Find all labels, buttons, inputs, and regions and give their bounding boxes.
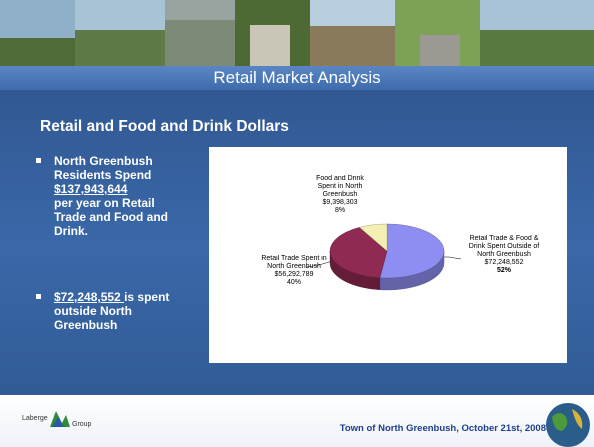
slice-label-text: Retail Trade & Food & Drink Spent Outsid… [464,235,544,275]
footer: Laberge Group Town of North Greenbush, O… [0,395,594,447]
amount: $56,292,789 [254,271,334,279]
bullet: North Greenbush Residents Spend$137,943,… [36,154,186,238]
slide: Retail Market Analysis Retail and Food a… [0,0,594,447]
category: Retail Trade Spent in North Greenbush [254,255,334,271]
footer-art: Laberge Group Town of North Greenbush, O… [0,395,594,447]
photo-strip [0,0,594,66]
bullet: $72,248,552 is spent outside North Green… [36,290,186,332]
slice-label-text: Food and Drink Spent in North Greenbush$… [311,175,369,215]
amount: $9,398,303 [311,199,369,207]
slice-label-text: Retail Trade Spent in North Greenbush$56… [254,255,334,287]
pie-chart: Retail Trade & Food & Drink Spent Outsid… [209,147,567,363]
value-label: 52% [464,267,544,275]
category: Retail Trade & Food & Drink Spent Outsid… [464,235,544,259]
slice-label: Retail Trade Spent in North Greenbush$56… [254,255,334,325]
footer-text: Town of North Greenbush, October 21st, 2… [340,423,546,434]
heading: Retail and Food and Drink Dollars [40,118,289,136]
bullet-amount: $72,248,552 [54,290,124,304]
value-label: 40% [254,279,334,287]
slide-title: Retail Market Analysis [0,66,594,90]
value-label: 8% [311,207,369,215]
bullet-lead: North Greenbush Residents Spend [54,154,153,182]
logo-text: Laberge [22,415,48,422]
bullet-text: per year on Retail Trade and Food and Dr… [54,196,168,238]
slice-label: Retail Trade & Food & Drink Spent Outsid… [464,235,544,305]
slice-label: Food and Drink Spent in North Greenbush$… [311,175,369,245]
category: Food and Drink Spent in North Greenbush [311,175,369,199]
amount: $72,248,552 [464,259,544,267]
bullet-amount: $137,943,644 [54,182,127,196]
logo-text: Group [72,421,92,428]
